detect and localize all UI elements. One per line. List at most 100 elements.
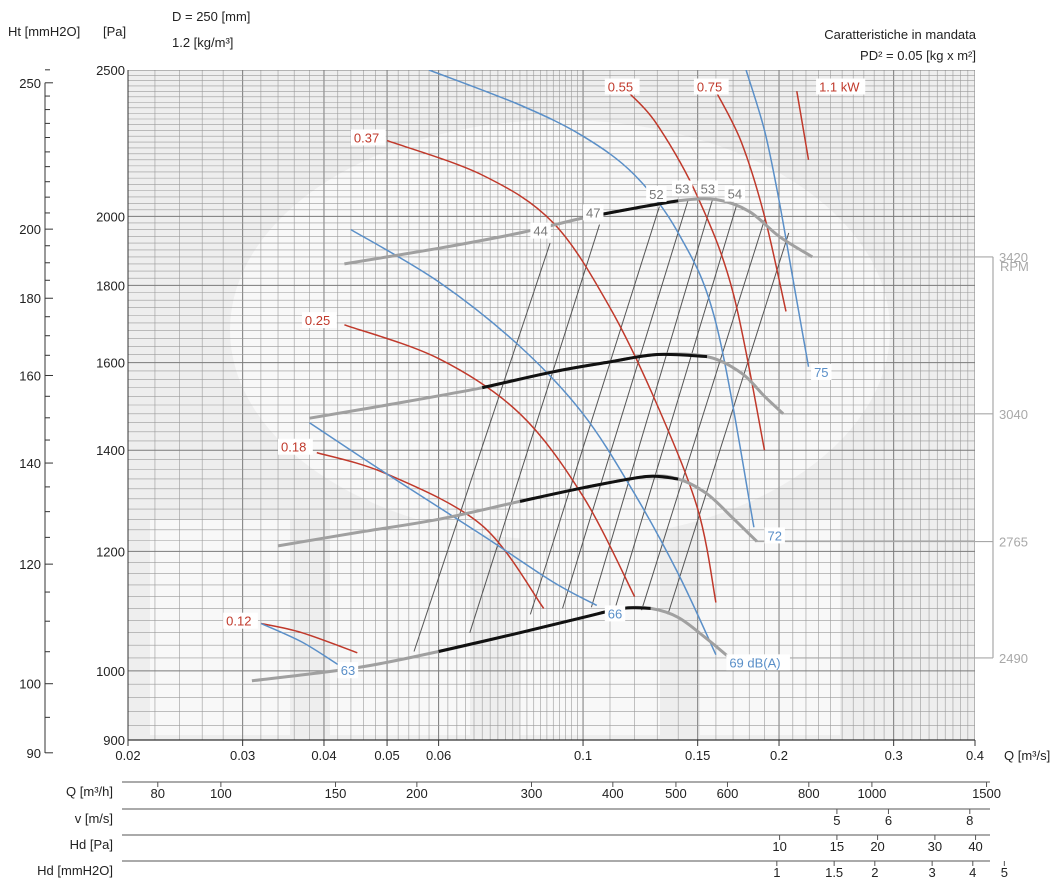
y-tick-label-pa: 1800 — [96, 278, 125, 293]
noise-curve — [350, 228, 717, 656]
scale-tick-label: 80 — [151, 786, 165, 801]
scale-tick-label: 3 — [929, 865, 936, 880]
scale-tick-label: 4 — [969, 865, 976, 880]
noise-curves — [260, 70, 810, 666]
bottom-scales: Q [m³/h] 80 100 150 200 300 400 500 600 800 1000 15… — [37, 781, 1008, 880]
x-tick-label: 0.3 — [885, 748, 903, 763]
power-curve-label: 0.12 — [226, 614, 251, 629]
efficiency-line — [667, 232, 790, 615]
efficiency-line — [562, 199, 689, 609]
y-tick-label-pa: 2500 — [96, 63, 125, 78]
efficiency-label-bg — [646, 185, 667, 202]
pa-axis-title: [Pa] — [103, 24, 127, 39]
scale-tick-label: 5 — [1001, 865, 1008, 880]
scale-tick-label: 150 — [325, 786, 347, 801]
y-tick-label-pa: 1400 — [96, 443, 125, 458]
noise-curve-label-bg — [764, 527, 785, 544]
efficiency-label-bg — [583, 204, 604, 221]
scale-tick-label: 800 — [798, 786, 820, 801]
efficiency-label-bg — [672, 180, 693, 197]
rpm-label: 2490 — [999, 651, 1028, 666]
power-curve-label-bg — [301, 312, 337, 329]
power-curve-label-bg — [816, 78, 866, 95]
scale-tick-label: 300 — [521, 786, 543, 801]
efficiency-label: 53 — [675, 182, 689, 197]
power-curve-label: 0.37 — [354, 130, 379, 145]
efficiency-line — [614, 205, 737, 609]
efficiency-label: 47 — [586, 205, 600, 220]
power-curve-label-bg — [350, 129, 386, 146]
scale-tick-label: 400 — [602, 786, 624, 801]
scale-tick-label: 15 — [830, 839, 844, 854]
scale-tick-label: 20 — [870, 839, 884, 854]
x-tick-label: 0.15 — [685, 748, 710, 763]
y-tick-label-mmh2o: 90 — [27, 746, 41, 761]
scale-tick-label: 5 — [833, 813, 840, 828]
power-curve-label: 0.55 — [608, 80, 633, 95]
power-curve-label-bg — [693, 78, 729, 95]
scale-tick-label: 1500 — [972, 786, 1001, 801]
y-tick-label-pa: 1200 — [96, 544, 125, 559]
rpm-label: 3420 — [999, 250, 1028, 265]
power-curve-label: 0.18 — [281, 440, 306, 455]
scale-tick-label: 1000 — [857, 786, 886, 801]
noise-curve-label: 72 — [768, 528, 782, 543]
efficiency-lines — [413, 199, 790, 652]
efficiency-line — [529, 206, 660, 615]
diameter-label: D = 250 [mm] — [172, 9, 251, 24]
ht-axis-title: Ht [mmH2O] — [8, 24, 81, 39]
x-tick-label: 0.4 — [966, 748, 984, 763]
axes: 0.02 0.03 0.04 0.05 0.06 0.1 0.15 0.2 0.3 0.4 900 1… — [19, 63, 984, 763]
y-tick-label-pa: 900 — [103, 733, 125, 748]
curve-labels: 0.12 0.18 0.25 0.37 0.55 0.75 1.1 kW 63 66 69 dB(… — [223, 78, 866, 679]
noise-curve-label-bg — [726, 654, 790, 671]
noise-curve — [428, 70, 755, 528]
scale-name: Hd [mmH2O] — [37, 863, 113, 878]
efficiency-label: 54 — [728, 187, 742, 202]
noise-curve — [745, 70, 810, 367]
scale-tick-label: 8 — [966, 813, 973, 828]
y-tick-label-mmh2o: 160 — [19, 368, 41, 383]
discharge-characteristics-title: Caratteristiche in mandata — [824, 27, 976, 42]
efficiency-label: 44 — [533, 224, 547, 239]
efficiency-label: 53 — [701, 182, 715, 197]
x-tick-label: 0.2 — [770, 748, 788, 763]
power-curve-label: 0.75 — [697, 80, 722, 95]
noise-curve-label: 75 — [814, 365, 828, 380]
inertia-label: PD² = 0.05 [kg x m²] — [860, 48, 976, 63]
fan-curve-operating — [438, 606, 651, 653]
y-tick-label-pa: 1600 — [96, 356, 125, 371]
power-curve — [386, 139, 717, 603]
scale-tick-label: 100 — [210, 786, 232, 801]
power-curve — [626, 90, 766, 451]
fan-curve-operating — [481, 352, 708, 390]
scale-name: v [m/s] — [75, 811, 113, 826]
y-tick-label-pa: 1000 — [96, 664, 125, 679]
scale-tick-label: 1 — [773, 865, 780, 880]
power-curve-label-bg — [223, 612, 258, 629]
efficiency-label: 52 — [649, 187, 663, 202]
y-tick-label-mmh2o: 180 — [19, 291, 41, 306]
scale-tick-label: 500 — [665, 786, 687, 801]
x-tick-label: 0.02 — [115, 748, 140, 763]
noise-curve-label-bg — [604, 605, 626, 622]
scale-name: Hd [Pa] — [70, 837, 113, 852]
scale-tick-label: 10 — [772, 839, 786, 854]
power-curve-label-bg — [278, 438, 313, 455]
x-tick-label: 0.06 — [426, 748, 451, 763]
scale-tick-label: 30 — [928, 839, 942, 854]
fan-curves: 3420 3040 2765 2490 — [251, 197, 1028, 683]
noise-curve-label-bg — [337, 662, 359, 679]
efficiency-line — [413, 242, 551, 652]
rpm-label: 2765 — [999, 535, 1028, 550]
x-tick-label: 0.03 — [230, 748, 255, 763]
rpm-label: 3040 — [999, 407, 1028, 422]
power-curves — [260, 90, 810, 654]
y-tick-label-pa: 2000 — [96, 209, 125, 224]
scale-tick-label: 6 — [885, 813, 892, 828]
q-axis-title: Q [m³/s] — [1004, 748, 1051, 763]
scale-tick-label: 600 — [717, 786, 739, 801]
noise-curve-label-bg — [811, 363, 832, 380]
